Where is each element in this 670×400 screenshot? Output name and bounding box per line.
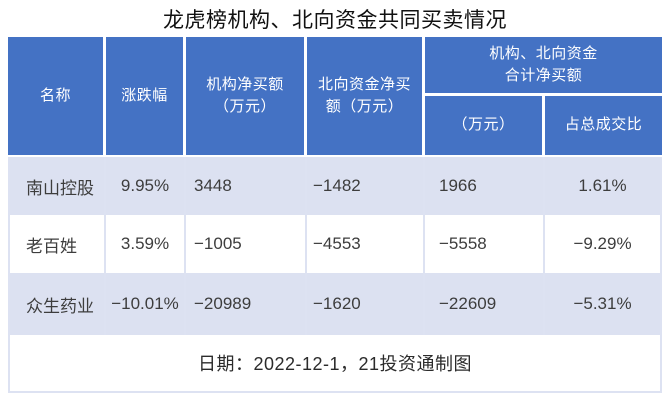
table-row-nanshan: 南山控股 9.95% 3448 −1482 1966 1.61%: [8, 157, 663, 215]
cell-change-pct: −10.01%: [106, 273, 186, 335]
header-cell-combined-group: 机构、北向资金 合计净买额: [425, 37, 663, 96]
header-line: 机构净买额: [206, 75, 284, 93]
cell-combined-net: 1966: [425, 157, 545, 215]
cell-combined-net: −5558: [425, 215, 545, 273]
dragon-tiger-table: 名称 涨跌幅 机构净买额 （万元） 北向资金净买 额（万元） 机构、北向资金 合…: [8, 37, 663, 393]
source-note: 日期：2022-12-1，21投资通制图: [8, 335, 663, 393]
header-line: 北向资金净买: [317, 75, 411, 93]
header-cell-combined-ratio: 占总成交比: [545, 96, 663, 157]
header-line: （万元）: [213, 98, 276, 115]
header-cell-name: 名称: [8, 37, 106, 157]
cell-institution-net: −20989: [186, 273, 307, 335]
header-cell-northbound-net-buy: 北向资金净买 额（万元）: [307, 37, 425, 157]
header-line: 额（万元）: [325, 98, 404, 115]
cell-turnover-ratio: −9.29%: [545, 215, 663, 273]
header-cell-institution-net-buy: 机构净买额 （万元）: [186, 37, 307, 157]
cell-change-pct: 9.95%: [106, 157, 186, 215]
table-footer-row: 日期：2022-12-1，21投资通制图: [8, 335, 663, 393]
header-cell-change: 涨跌幅: [106, 37, 186, 157]
header-line: 机构、北向资金: [489, 44, 598, 62]
table-row-laobaixing: 老百姓 3.59% −1005 −4553 −5558 −9.29%: [8, 215, 663, 273]
cell-northbound-net: −1482: [307, 157, 425, 215]
cell-stock-name: 南山控股: [8, 157, 106, 215]
cell-turnover-ratio: 1.61%: [545, 157, 663, 215]
cell-institution-net: −1005: [186, 215, 307, 273]
header-cell-combined-amount: （万元）: [425, 96, 545, 157]
cell-stock-name: 众生药业: [8, 273, 106, 335]
cell-northbound-net: −4553: [307, 215, 425, 273]
cell-institution-net: 3448: [186, 157, 307, 215]
page-title: 龙虎榜机构、北向资金共同买卖情况: [163, 8, 507, 32]
table-row-zhongsheng: 众生药业 −10.01% −20989 −1620 −22609 −5.31%: [8, 273, 663, 335]
header-line: 合计净买额: [504, 67, 583, 84]
cell-combined-net: −22609: [425, 273, 545, 335]
cell-turnover-ratio: −5.31%: [545, 273, 663, 335]
cell-change-pct: 3.59%: [106, 215, 186, 273]
cell-northbound-net: −1620: [307, 273, 425, 335]
cell-stock-name: 老百姓: [8, 215, 106, 273]
